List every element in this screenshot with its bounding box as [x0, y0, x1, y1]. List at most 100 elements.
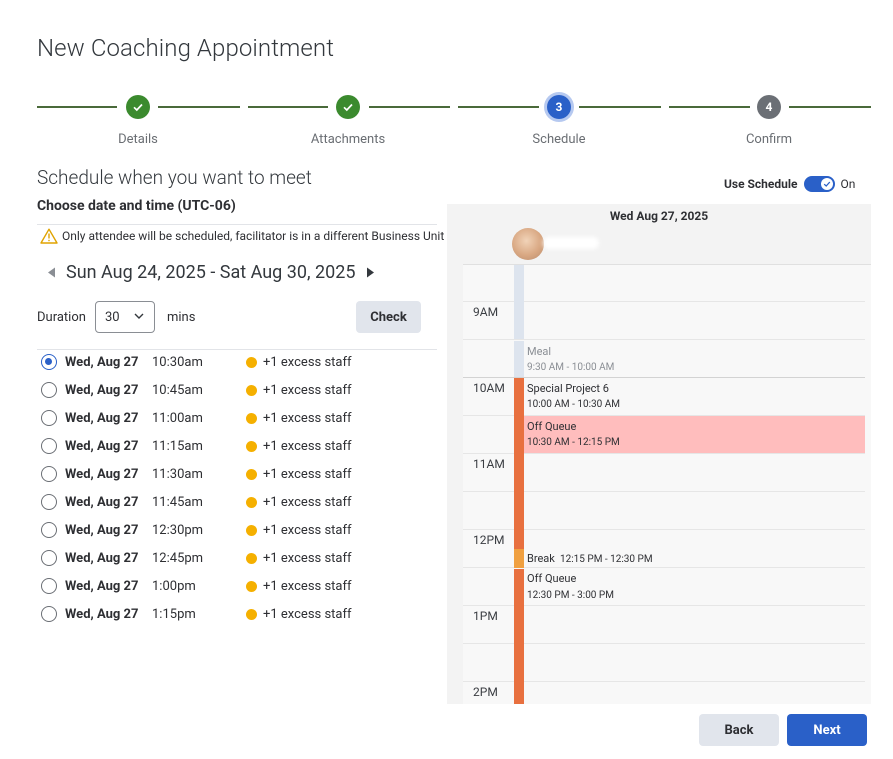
radio-button[interactable]	[41, 410, 57, 426]
slot-status: +1 excess staff	[263, 466, 352, 482]
duration-select[interactable]: 30	[95, 301, 155, 333]
radio-button[interactable]	[41, 578, 57, 594]
slot-date: Wed, Aug 27	[65, 522, 139, 538]
slot-date: Wed, Aug 27	[65, 354, 139, 370]
redacted-name	[543, 237, 599, 249]
warning-text: Only attendee will be scheduled, facilit…	[62, 229, 445, 243]
radio-button[interactable]	[41, 438, 57, 454]
step-confirm-pending[interactable]: 4	[757, 95, 781, 119]
time-slot-row[interactable]: Wed, Aug 27 11:45am +1 excess staff	[37, 488, 437, 516]
radio-button[interactable]	[41, 494, 57, 510]
divider	[37, 224, 437, 225]
check-button[interactable]: Check	[356, 301, 421, 333]
slot-status: +1 excess staff	[263, 354, 352, 370]
excess-staff-dot-icon	[246, 524, 257, 536]
duration-value: 30	[105, 309, 120, 325]
slot-status: +1 excess staff	[263, 606, 352, 622]
step-attachments-complete[interactable]	[336, 95, 360, 119]
calendar-event-project[interactable]: Special Project 6 10:00 AM - 10:30 AM	[524, 378, 865, 415]
calendar-event-off-queue[interactable]: Off Queue 12:30 PM - 3:00 PM	[524, 569, 865, 704]
activity-segment	[514, 341, 524, 377]
calendar-event-meal[interactable]: Meal 9:30 AM - 10:00 AM	[524, 341, 865, 377]
time-slot-row[interactable]: Wed, Aug 27 10:45am +1 excess staff	[37, 376, 437, 404]
radio-button-selected[interactable]	[41, 354, 57, 370]
slot-date: Wed, Aug 27	[65, 438, 139, 454]
radio-button[interactable]	[41, 550, 57, 566]
time-slot-row[interactable]: Wed, Aug 27 11:15am +1 excess staff	[37, 432, 437, 460]
use-schedule-toggle[interactable]	[803, 176, 835, 192]
date-time-subtitle: Choose date and time (UTC-06)	[37, 198, 236, 214]
previous-week-button[interactable]	[44, 263, 58, 283]
time-slot-row[interactable]: Wed, Aug 27 12:30pm +1 excess staff	[37, 516, 437, 544]
slot-time: 11:15am	[152, 438, 203, 454]
activity-segment	[514, 569, 524, 704]
activity-segment	[514, 378, 524, 549]
time-slot-row[interactable]: Wed, Aug 27 10:30am +1 excess staff	[37, 348, 437, 376]
hour-label: 1PM	[473, 609, 498, 623]
time-slot-row[interactable]: Wed, Aug 27 11:00am +1 excess staff	[37, 404, 437, 432]
event-title: Meal	[527, 345, 552, 358]
slot-time: 12:30pm	[152, 522, 204, 538]
page-title: New Coaching Appointment	[37, 34, 335, 62]
radio-button[interactable]	[41, 606, 57, 622]
radio-button[interactable]	[41, 466, 57, 482]
excess-staff-dot-icon	[246, 440, 257, 452]
slot-date: Wed, Aug 27	[65, 466, 139, 482]
event-time: 10:00 AM - 10:30 AM	[527, 399, 620, 410]
excess-staff-dot-icon	[246, 412, 257, 424]
slot-date: Wed, Aug 27	[65, 550, 139, 566]
next-week-button[interactable]	[363, 263, 377, 283]
time-slot-list: Wed, Aug 27 10:30am +1 excess staff Wed,…	[37, 348, 437, 628]
toggle-state-label: On	[840, 177, 856, 191]
event-title: Special Project 6	[527, 382, 609, 395]
time-slot-row[interactable]: Wed, Aug 27 1:15pm +1 excess staff	[37, 600, 437, 628]
event-time: 12:30 PM - 3:00 PM	[527, 590, 614, 601]
step-details-complete[interactable]	[126, 95, 150, 119]
caret-left-icon	[47, 267, 55, 278]
check-icon	[823, 181, 830, 187]
time-slot-row[interactable]: Wed, Aug 27 1:00pm +1 excess staff	[37, 572, 437, 600]
time-slot-row[interactable]: Wed, Aug 27 12:45pm +1 excess staff	[37, 544, 437, 572]
hour-label: 9AM	[473, 305, 499, 319]
next-button[interactable]: Next	[787, 714, 867, 746]
week-range-label: Sun Aug 24, 2025 - Sat Aug 30, 2025	[66, 262, 356, 283]
radio-button[interactable]	[41, 382, 57, 398]
back-button[interactable]: Back	[699, 714, 779, 746]
step-schedule-current[interactable]: 3	[547, 95, 571, 119]
excess-staff-dot-icon	[246, 608, 257, 620]
event-title: Off Queue	[527, 572, 577, 585]
week-navigation: Sun Aug 24, 2025 - Sat Aug 30, 2025	[44, 262, 377, 283]
event-title: Break	[527, 552, 555, 565]
slot-date: Wed, Aug 27	[65, 410, 139, 426]
hour-label: 12PM	[473, 533, 505, 547]
slot-time: 12:45pm	[152, 550, 204, 566]
divider	[37, 349, 437, 350]
step-label-attachments[interactable]: Attachments	[310, 132, 386, 147]
event-time: 12:15 PM - 12:30 PM	[560, 554, 653, 565]
hour-label: 2PM	[473, 685, 498, 699]
excess-staff-dot-icon	[246, 384, 257, 396]
step-label-confirm[interactable]: Confirm	[745, 132, 793, 147]
slot-time: 11:00am	[152, 410, 203, 426]
slot-status: +1 excess staff	[263, 494, 352, 510]
excess-staff-dot-icon	[246, 496, 257, 508]
calendar-grid: 9AM 10AM 11AM 12PM 1PM 2PM Meal 9:30 AM …	[463, 265, 871, 704]
step-label-schedule[interactable]: Schedule	[532, 132, 586, 147]
step-label-details[interactable]: Details	[118, 132, 158, 147]
time-slot-row[interactable]: Wed, Aug 27 11:30am +1 excess staff	[37, 460, 437, 488]
use-schedule-control: Use Schedule On	[724, 176, 855, 192]
warning-message: Only attendee will be scheduled, facilit…	[40, 228, 444, 244]
check-icon	[133, 103, 143, 112]
event-time: 9:30 AM - 10:00 AM	[527, 362, 615, 373]
radio-button[interactable]	[41, 522, 57, 538]
calendar-event-break[interactable]: Break 12:15 PM - 12:30 PM	[524, 549, 865, 568]
duration-unit-label: mins	[167, 310, 196, 325]
slot-time: 10:30am	[152, 354, 203, 370]
slot-time: 11:45am	[152, 494, 203, 510]
slot-time: 1:15pm	[152, 606, 196, 622]
hour-label: 10AM	[473, 381, 505, 395]
slot-time: 10:45am	[152, 382, 203, 398]
excess-staff-dot-icon	[246, 468, 257, 480]
event-time: 10:30 AM - 12:15 PM	[527, 437, 620, 448]
calendar-event-off-queue[interactable]: Off Queue 10:30 AM - 12:15 PM	[524, 416, 865, 453]
